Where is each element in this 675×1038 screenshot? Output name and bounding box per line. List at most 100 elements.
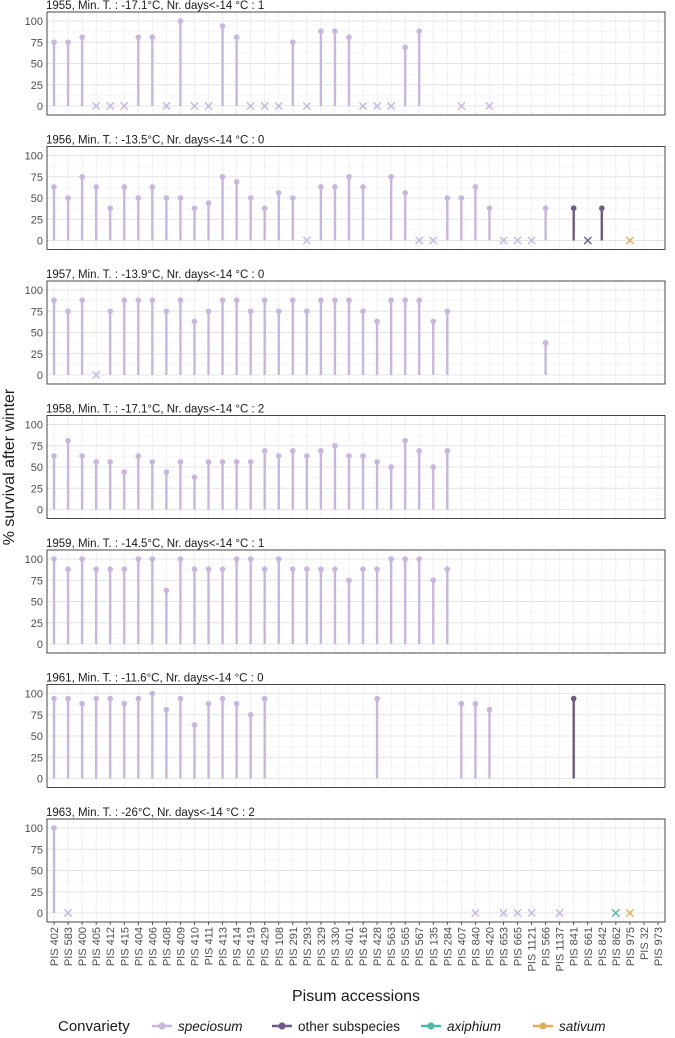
lollipop-head [177,195,184,201]
zero-survival-mark-stroke [204,101,213,111]
legend-key-point [427,1022,435,1030]
lollipop-head [444,195,451,201]
lollipop-head [430,318,437,325]
lollipop-head [163,469,170,475]
zero-survival-mark-stroke [246,101,255,111]
lollipop-head [332,566,338,572]
y-tick-label: 100 [25,554,43,566]
lollipop-head [542,339,549,346]
lollipop-head [205,700,212,707]
lollipop-head [135,556,142,562]
lollipop-head [219,566,226,572]
lollipop-head [51,695,57,702]
lollipop-head [177,18,184,24]
zero-survival-mark-stroke [513,908,522,918]
y-tick-label: 75 [31,575,43,587]
lollipop-head [163,195,170,201]
y-tick-label: 25 [31,80,43,92]
zero-survival-mark [120,101,129,111]
lollipop-head [570,205,577,211]
zero-survival-mark-stroke [485,101,494,111]
x-tick-label: PIS 330 [330,927,342,966]
lollipop-head [65,308,71,315]
lollipop-head [289,39,296,46]
lollipop-head [261,205,268,211]
y-tick-label: 25 [31,349,43,361]
lollipop-head [107,205,114,211]
lollipop-head [402,437,408,444]
zero-survival-mark-stroke [302,101,311,111]
lollipop-head [149,297,156,304]
lollipop-head [233,459,240,465]
x-tick-label: PIS 291 [288,927,300,966]
lollipop-head [233,556,240,562]
zero-survival-mark-stroke [527,908,536,918]
zero-survival-mark-stroke [555,908,564,918]
legend-title: Convariety [58,1018,130,1035]
lollipop-head [205,200,212,206]
x-tick-label: PIS 32 [639,927,651,960]
lollipop-head [65,39,71,46]
zero-survival-mark-stroke [92,101,101,111]
lollipop-head [247,308,254,315]
zero-survival-mark [204,101,213,111]
zero-survival-mark-stroke [527,236,536,245]
lollipop-head [360,566,366,572]
lollipop-head [191,566,198,572]
panel-title: 1958, Min. T. : -17.1°C, Nr. days<-14 °C… [46,404,264,416]
lollipop-head [135,195,142,201]
y-tick-label: 75 [31,710,43,722]
panel-border [46,549,666,654]
lollipop-head [149,34,156,40]
lollipop-head [219,23,226,29]
lollipop-head [233,700,240,707]
lollipop-head [318,448,324,454]
x-tick-label: PIS 661 [583,927,595,966]
panel-4: 1958, Min. T. : -17.1°C, Nr. days<-14 °C… [25,404,666,519]
lollipop-head [177,695,184,702]
lollipop-head [163,587,170,594]
x-tick-label: PIS 567 [414,927,426,966]
zero-survival-mark [190,101,199,111]
zero-survival-mark-stroke [106,101,115,111]
lollipop-head [93,184,99,190]
y-tick-label: 0 [37,505,43,517]
lollipop-head [261,448,268,454]
legend-label: other subspecies [298,1019,400,1034]
y-tick-label: 50 [31,731,43,743]
lollipop-head [149,459,156,465]
lollipop-head [135,695,142,702]
lollipop-head [177,297,184,304]
zero-survival-mark [387,101,396,111]
lollipop-head [135,297,142,304]
lollipop-head [261,297,268,304]
lollipop-head [261,695,268,702]
lollipop-head [472,184,479,190]
lollipop-head [191,722,198,728]
panel-title: 1956, Min. T. : -13.5°C, Nr. days<-14 °C… [46,135,264,147]
panel-border [46,684,666,788]
lollipop-head [247,711,254,718]
lollipop-head [205,566,212,572]
lollipop-head [458,195,465,201]
y-tick-label: 75 [31,844,43,856]
x-tick-label: PIS 429 [260,927,272,966]
panel-border [46,415,666,519]
lollipop-head [332,442,338,449]
y-tick-label: 100 [25,16,43,28]
x-tick-label: PIS 665 [513,927,525,966]
zero-survival-mark [372,101,382,111]
zero-survival-mark [625,236,634,245]
x-tick-label: PIS 565 [400,927,412,966]
legend-item-axiphium: axiphium [421,1019,501,1034]
lollipop-head [177,459,184,465]
lollipop-head [275,453,282,459]
panel-2: 1956, Min. T. : -13.5°C, Nr. days<-14 °C… [25,135,666,250]
x-tick-label: PIS 412 [105,927,117,966]
legend-label: axiphium [447,1019,501,1034]
y-tick-label: 0 [37,774,43,786]
x-tick-label: PIS 409 [175,927,187,966]
panel-title: 1959, Min. T. : -14.5°C, Nr. days<-14 °C… [46,538,264,550]
lollipop-head [51,184,57,190]
